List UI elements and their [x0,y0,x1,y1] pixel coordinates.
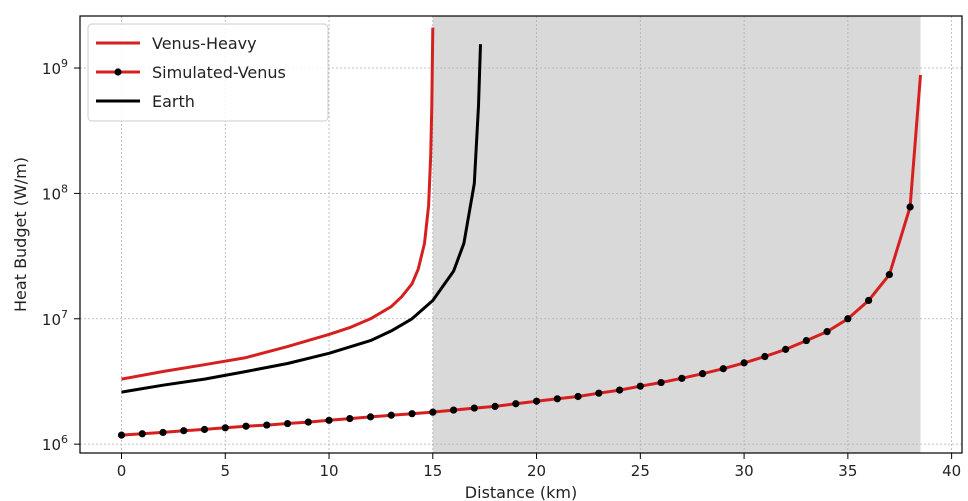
data-point [885,271,893,279]
data-point [263,421,271,429]
data-point [470,404,478,412]
data-point [117,431,126,439]
x-tick-label: 20 [527,462,546,480]
legend-marker [114,68,122,76]
data-point [782,345,790,353]
data-point [200,425,209,434]
data-point [346,414,354,423]
data-point [865,296,873,305]
shaded-region-layer [432,16,921,453]
data-point [138,430,146,438]
data-point [657,378,665,387]
legend-item: Venus-Heavy [96,34,257,53]
series-earth [121,44,482,394]
series-layer [117,27,922,439]
legend-item: Earth [96,92,195,111]
series-line [121,27,435,381]
y-tick-label: 109 [42,57,68,78]
data-point [719,365,727,373]
y-tick-label: 106 [42,433,68,454]
data-point [553,395,561,403]
data-point [595,389,603,397]
data-point [242,422,250,430]
legend-box [87,23,329,122]
data-point [678,374,686,382]
x-tick-label: 40 [942,462,961,480]
data-point [698,370,707,378]
data-point [574,392,582,401]
tick-layer: 0 5 10 15 20 25 30 35 40 106 107 108 109 [42,57,961,480]
data-point [366,413,375,421]
legend-label: Earth [152,92,195,111]
x-axis-title: Distance (km) [465,483,577,501]
data-point [449,406,458,414]
data-point [387,411,395,419]
data-point [906,203,914,211]
data-point [761,352,769,361]
data-point [802,336,810,345]
data-point [823,328,831,336]
series-simulated-venus [117,74,922,439]
data-point [615,386,624,394]
x-tick-label: 25 [631,462,650,480]
data-point [532,397,541,405]
data-point [491,402,499,411]
data-point [408,410,416,418]
y-tick-label: 108 [42,182,68,203]
y-axis-title: Heat Budget (W/m) [11,157,30,312]
x-tick-label: 0 [117,462,127,480]
plot-frame [79,15,963,454]
data-point [180,427,188,435]
data-point [740,359,748,367]
legend: Venus-Heavy Simulated-Venus Earth [87,23,329,122]
x-tick-label: 30 [735,462,754,480]
data-point [429,408,437,416]
series-line [121,44,482,394]
y-tick-label: 107 [42,308,68,329]
data-point [844,315,852,323]
x-tick-label: 15 [423,462,442,480]
series-venus-heavy [121,27,435,381]
data-point [221,424,229,432]
data-point [512,400,520,408]
series-line [121,74,922,437]
data-point [636,382,644,390]
data-point [283,419,292,428]
x-tick-label: 10 [319,462,338,480]
shaded-region [432,16,921,453]
legend-label: Simulated-Venus [152,63,286,82]
x-tick-label: 35 [838,462,857,480]
legend-label: Venus-Heavy [152,34,257,53]
x-tick-label: 5 [220,462,230,480]
legend-item: Simulated-Venus [96,63,286,82]
data-point [304,418,312,426]
data-point [325,416,333,424]
data-point [159,428,167,437]
